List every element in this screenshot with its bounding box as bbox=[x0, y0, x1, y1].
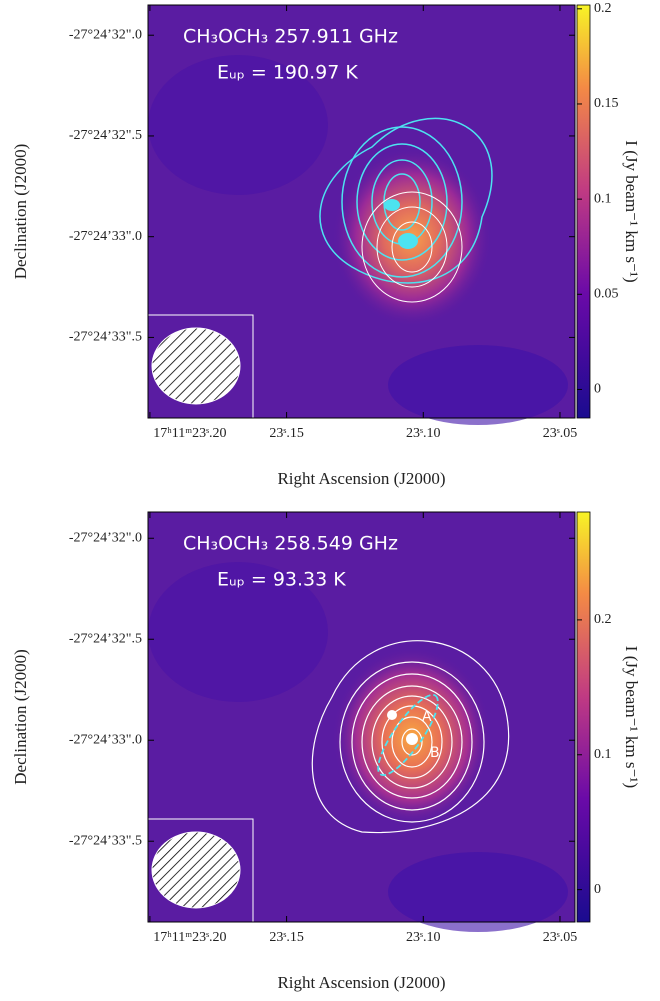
y-tick-label: -27°24’32".5 bbox=[69, 631, 142, 646]
contour bbox=[319, 117, 493, 284]
panel: CH₃OCH₃ 257.911 GHz Eᵤₚ = 190.97 K -27°24’… bbox=[11, 1, 641, 488]
contour bbox=[376, 206, 448, 288]
colorbar-tick-label: 0 bbox=[594, 382, 601, 397]
y-tick-label: -27°24’33".5 bbox=[69, 833, 142, 848]
x-tick-label: 23ˢ.15 bbox=[269, 930, 303, 945]
source bbox=[387, 710, 397, 720]
y-tick-label: -27°24’32".5 bbox=[69, 128, 142, 143]
x-tick-label: 17ʰ11ᵐ23ˢ.20 bbox=[153, 426, 226, 441]
x-tick-label: 23ˢ.10 bbox=[406, 426, 440, 441]
contour bbox=[371, 695, 453, 789]
contour bbox=[339, 661, 485, 823]
contour bbox=[341, 126, 463, 278]
x-tick-label: 23ˢ.05 bbox=[543, 930, 577, 945]
y-tick-label: -27°24’33".0 bbox=[69, 229, 142, 244]
panel: A B CH₃OCH₃ 258.549 GHz Eᵤₚ = 93.33 K -27°24… bbox=[11, 511, 641, 992]
colorbar-tick-label: 0.2 bbox=[594, 612, 612, 627]
x-axis-label: Right Ascension (J2000) bbox=[277, 469, 445, 488]
peak bbox=[384, 199, 400, 211]
colorbar-tick-label: 0.05 bbox=[594, 287, 619, 302]
subtitle: Eᵤₚ = 190.97 K bbox=[217, 62, 358, 84]
x-tick-label: 23ˢ.05 bbox=[543, 426, 577, 441]
contour bbox=[391, 221, 433, 273]
beam bbox=[151, 831, 241, 909]
y-tick-label: -27°24’33".0 bbox=[69, 732, 142, 747]
dark-patch bbox=[148, 562, 328, 702]
beam bbox=[151, 327, 241, 405]
contour bbox=[381, 705, 443, 779]
colorbar-tick-label: 0.2 bbox=[594, 1, 612, 16]
source-label: B bbox=[430, 745, 440, 761]
contour bbox=[311, 640, 510, 834]
y-axis-label: Declination (J2000) bbox=[11, 649, 30, 785]
x-tick-label: 23ˢ.10 bbox=[406, 930, 440, 945]
contour bbox=[351, 673, 473, 811]
contour bbox=[361, 191, 463, 303]
y-tick-label: -27°24’32".0 bbox=[69, 27, 142, 42]
colorbar bbox=[576, 511, 591, 923]
y-axis-label: Declination (J2000) bbox=[11, 144, 30, 280]
peak bbox=[398, 233, 418, 249]
colorbar bbox=[576, 4, 591, 419]
colorbar-tick-label: 0 bbox=[594, 882, 601, 897]
x-tick-label: 23ˢ.15 bbox=[269, 426, 303, 441]
dark-patch bbox=[388, 345, 568, 425]
contour bbox=[383, 173, 421, 231]
subtitle: Eᵤₚ = 93.33 K bbox=[217, 569, 346, 591]
x-tick-label: 17ʰ11ᵐ23ˢ.20 bbox=[153, 930, 226, 945]
contour bbox=[356, 143, 448, 261]
y-tick-label: -27°24’33".5 bbox=[69, 330, 142, 345]
frame bbox=[147, 4, 576, 419]
dark-patch bbox=[388, 852, 568, 932]
x-axis-label: Right Ascension (J2000) bbox=[277, 973, 445, 992]
dark-patch bbox=[148, 55, 328, 195]
contour bbox=[361, 685, 463, 799]
colorbar-label: I (Jy beam⁻¹ km s⁻¹) bbox=[622, 646, 641, 788]
title: CH₃OCH₃ 258.549 GHz bbox=[183, 533, 398, 555]
colorbar-tick-label: 0.1 bbox=[594, 747, 612, 762]
colorbar-label: I (Jy beam⁻¹ km s⁻¹) bbox=[622, 140, 641, 282]
source bbox=[406, 733, 418, 745]
frame bbox=[147, 511, 576, 923]
title: CH₃OCH₃ 257.911 GHz bbox=[183, 26, 398, 48]
colorbar-tick-label: 0.1 bbox=[594, 191, 612, 206]
contour bbox=[391, 716, 433, 768]
contour bbox=[401, 728, 423, 756]
outflow bbox=[377, 693, 439, 777]
source-label: A bbox=[422, 709, 432, 725]
colorbar-tick-label: 0.15 bbox=[594, 96, 619, 111]
y-tick-label: -27°24’32".0 bbox=[69, 530, 142, 545]
